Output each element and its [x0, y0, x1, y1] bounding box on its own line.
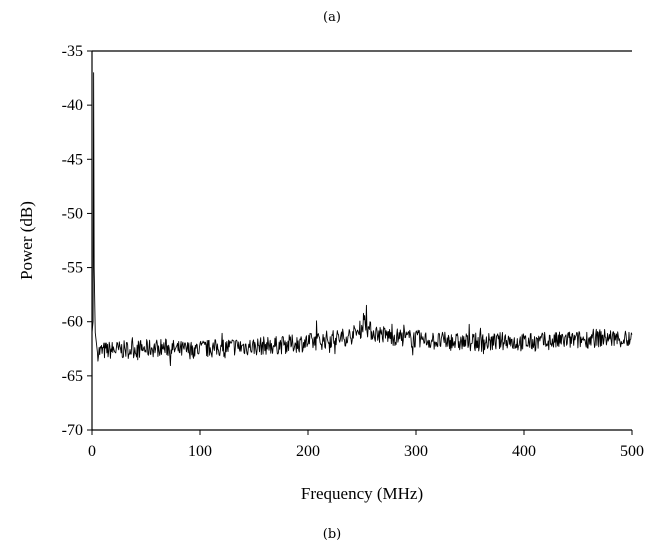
y-tick-label: -40 [62, 97, 83, 114]
y-tick-label: -55 [62, 260, 83, 277]
y-tick-label: -65 [62, 368, 83, 385]
x-axis-title: Frequency (MHz) [301, 484, 423, 503]
plot-area [91, 50, 632, 431]
y-axis-title: Power (dB) [17, 201, 36, 280]
y-tick-label: -35 [62, 43, 83, 60]
series-group [91, 72, 633, 367]
x-axis: 0 100 200 300 400 500 [88, 430, 644, 460]
x-tick-label: 400 [512, 443, 536, 460]
caption-bottom: (b) [322, 527, 342, 542]
y-tick-label: -45 [62, 151, 83, 168]
caption-top: (a) [323, 10, 341, 25]
x-tick-label: 0 [88, 443, 96, 460]
y-axis: -35 -40 -45 -50 -55 -60 -65 -70 [62, 43, 92, 439]
x-tick-label: 300 [404, 443, 428, 460]
y-tick-label: -60 [62, 314, 83, 331]
x-tick-label: 100 [188, 443, 212, 460]
x-tick-label: 200 [296, 443, 320, 460]
y-tick-label: -70 [62, 422, 83, 439]
power-trace [91, 72, 633, 367]
y-tick-label: -50 [62, 205, 83, 222]
x-tick-label: 500 [620, 443, 644, 460]
